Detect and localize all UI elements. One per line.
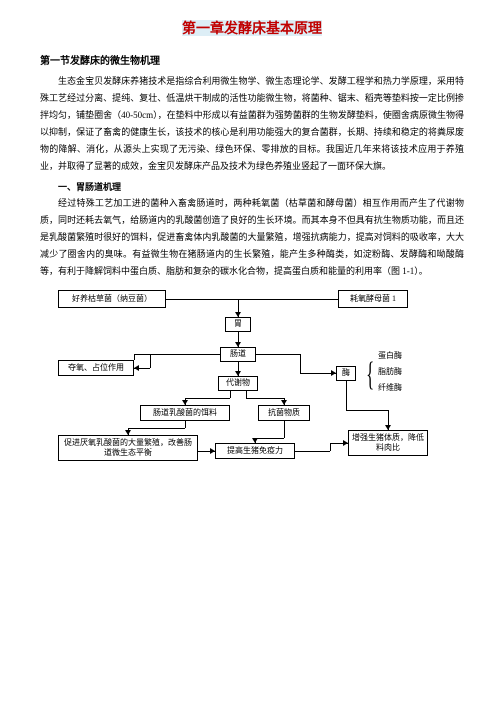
brace-icon: { [366,358,374,392]
section-heading: 第一节发酵床的微生物机理 [40,52,464,67]
flowchart-node-n2: 耗氧酵母菌 1 [338,290,408,308]
flowchart-node-n10: 抗菌物质 [258,405,310,421]
chapter-title: 第一章发酵床基本原理 [40,18,464,38]
flowchart-node-n7a: 蛋白酶 [378,350,418,362]
flowchart-node-n9: 肠道乳酸菌的饵料 [140,405,230,421]
paragraph-1: 生态金宝贝发酵床养猪技术是指综合利用微生物学、微生态理论学、发酵工程学和热力学原… [40,73,464,176]
title-text: 第一章发酵床基本原理 [182,20,322,36]
flowchart-node-n4: 夺氧、占位作用 [58,360,134,376]
flowchart-node-n8: 代谢物 [218,376,258,391]
flowchart-node-n11: 促进厌氧乳酸菌的大量繁殖，改善肠道微生态平衡 [58,435,198,461]
paragraph-2: 经过特殊工艺加工进的菌种入畜禽肠道时，两种耗氧菌（枯草菌和酵母菌）相互作用而产生… [40,195,464,280]
flowchart-node-n3: 胃 [225,317,251,332]
flowchart-node-n13: 增强生猪体质，降低料肉比 [348,430,428,456]
flowchart-diagram: 好养枯草菌（纳豆菌） 耗氧酵母菌 1 胃夺氧、占位作用 肠道酶 蛋白酶脂肪酶纤维酶 代谢物… [40,290,460,465]
flowchart-node-n12: 提高生猪免疫力 [215,443,295,459]
flowchart-node-n1: 好养枯草菌（纳豆菌） [58,290,166,308]
flowchart-node-n6: 酶 [336,366,356,381]
flowchart-node-n5: 肠道 [220,347,256,362]
flowchart-node-n7b: 脂肪酶 [378,366,418,378]
sub-heading-1: 一、胃肠道机理 [40,180,464,193]
flowchart-node-n7c: 纤维酶 [378,382,418,394]
